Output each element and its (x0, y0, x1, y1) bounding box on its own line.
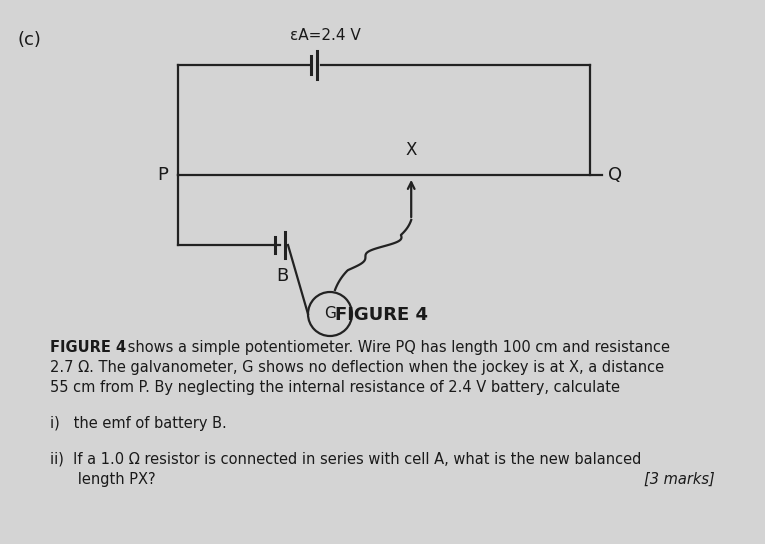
Text: [3 marks]: [3 marks] (644, 472, 715, 487)
Text: B: B (276, 267, 288, 285)
Text: εA=2.4 V: εA=2.4 V (290, 28, 360, 43)
Text: ii)  If a 1.0 Ω resistor is connected in series with cell A, what is the new bal: ii) If a 1.0 Ω resistor is connected in … (50, 452, 641, 467)
Text: FIGURE 4: FIGURE 4 (336, 306, 428, 324)
Text: 2.7 Ω. The galvanometer, G shows no deflection when the jockey is at X, a distan: 2.7 Ω. The galvanometer, G shows no defl… (50, 360, 664, 375)
Text: FIGURE 4: FIGURE 4 (50, 340, 126, 355)
Text: X: X (405, 141, 417, 159)
Text: i)   the emf of battery B.: i) the emf of battery B. (50, 416, 226, 431)
Text: (c): (c) (18, 31, 42, 49)
Text: shows a simple potentiometer. Wire PQ has length 100 cm and resistance: shows a simple potentiometer. Wire PQ ha… (123, 340, 670, 355)
Text: 55 cm from P. By neglecting the internal resistance of 2.4 V battery, calculate: 55 cm from P. By neglecting the internal… (50, 380, 620, 395)
Text: Q: Q (608, 166, 622, 184)
Text: length PX?: length PX? (50, 472, 155, 487)
Text: G: G (324, 306, 336, 322)
Text: P: P (157, 166, 168, 184)
